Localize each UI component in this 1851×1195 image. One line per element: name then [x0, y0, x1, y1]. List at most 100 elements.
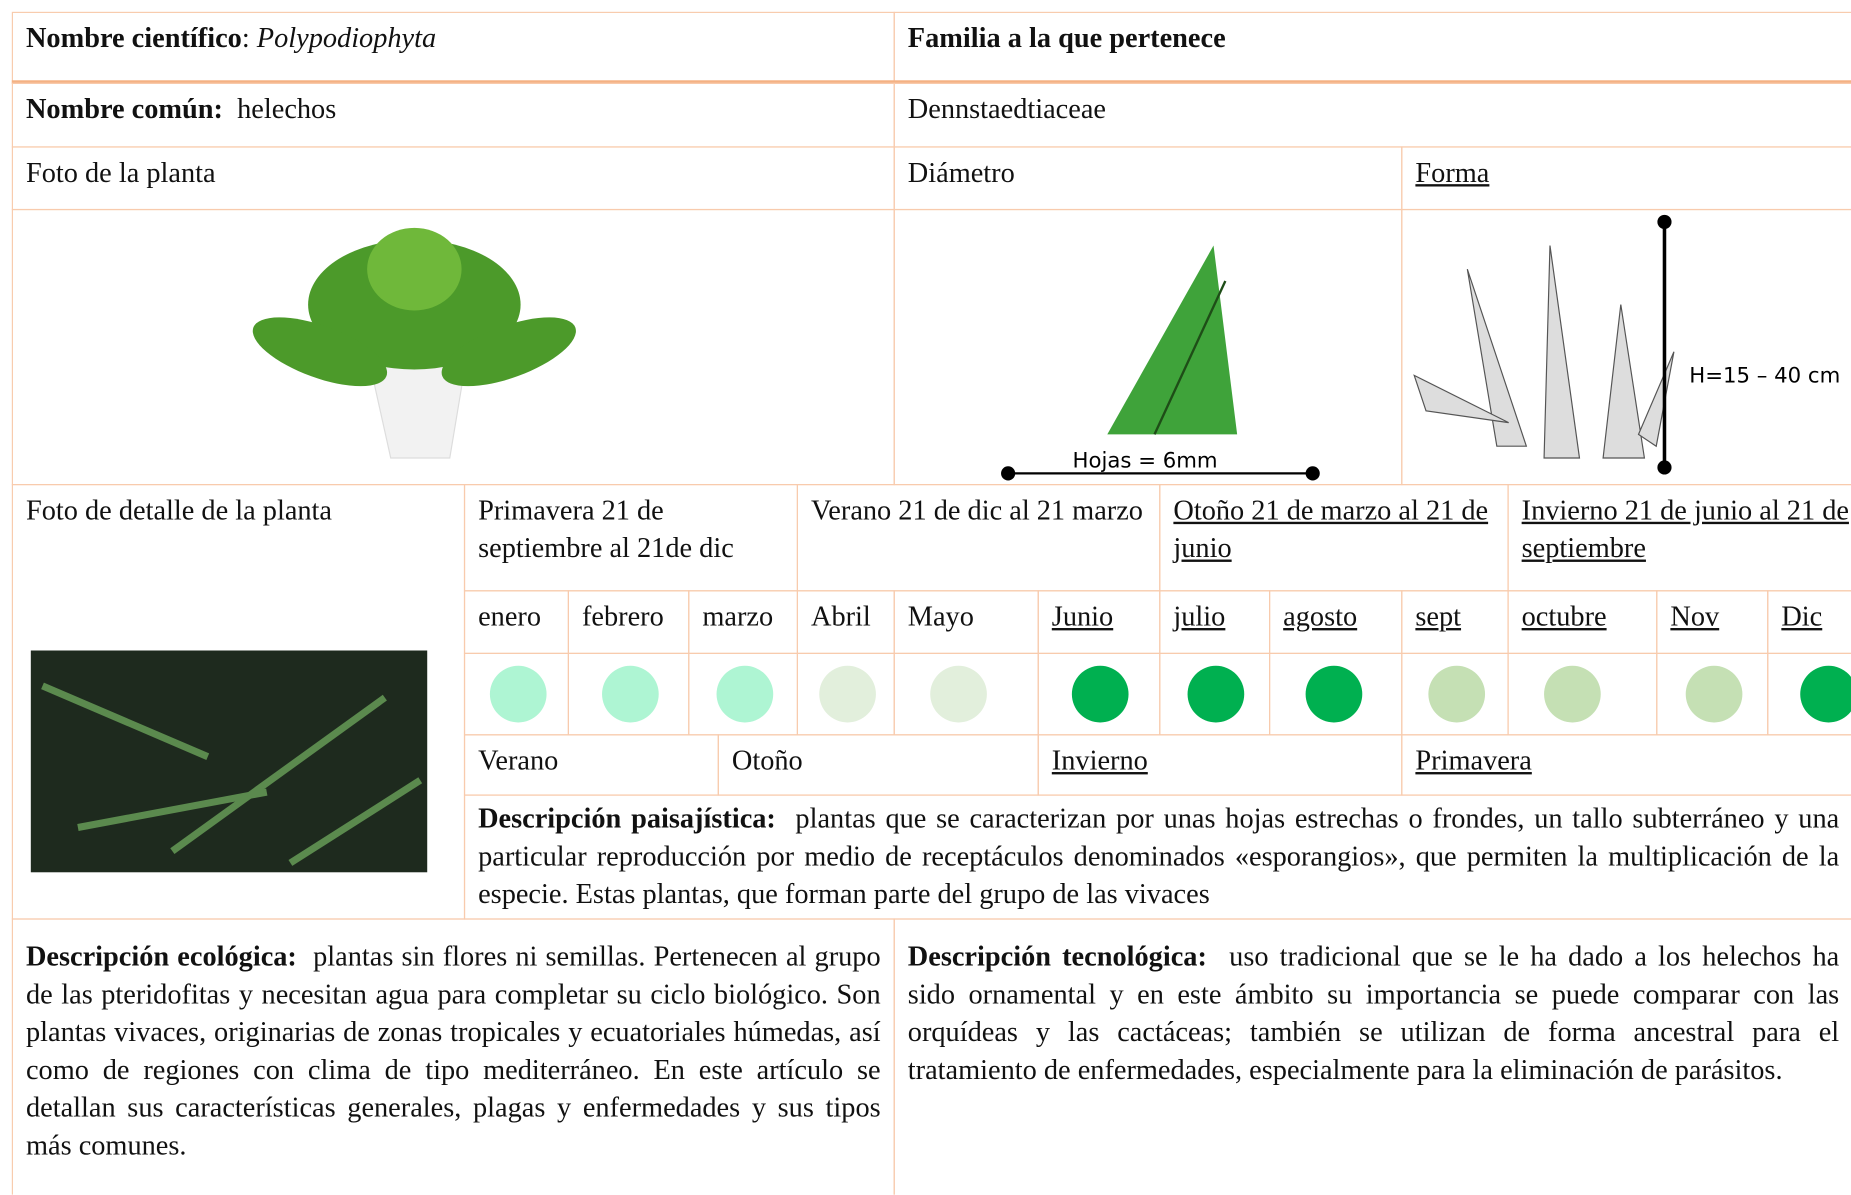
indicator	[1305, 665, 1363, 723]
cell: enero	[463, 590, 569, 654]
cell	[1269, 652, 1403, 736]
month: sept	[1415, 602, 1462, 633]
fern-sketch	[1413, 245, 1675, 459]
cell: Otoño 21 de marzo al 21 de junio	[1159, 483, 1509, 592]
cell: Nombre científico: Polypodiophyta	[11, 11, 895, 84]
measure-end	[1305, 466, 1320, 481]
cell: marzo	[688, 590, 799, 654]
measure-end	[1657, 460, 1672, 475]
cell: Foto de la planta	[11, 146, 895, 211]
cell	[1656, 652, 1769, 736]
indicator	[1685, 665, 1742, 723]
cell: Nombre común: helechos	[11, 82, 895, 148]
label: Descripción paisajística:	[478, 803, 776, 835]
cell: Descripción ecológica: plantas sin flore…	[11, 918, 895, 1195]
indicator	[1427, 665, 1485, 723]
season: Verano 21 de dic al 21 marzo	[810, 495, 1143, 527]
indicator	[818, 665, 876, 723]
cell	[1037, 652, 1161, 736]
cell: Foto de detalle de la planta	[11, 483, 466, 920]
cell: Dennstaedtiaceae	[893, 82, 1851, 148]
annotation: H=15 – 40 cm	[1689, 363, 1840, 388]
label: Foto de la planta	[25, 158, 216, 189]
detail-photo	[30, 650, 428, 873]
label: Descripción ecológica:	[25, 942, 297, 973]
text: uso tradicional que se le ha dado a los …	[907, 942, 1840, 1087]
value: Dennstaedtiaceae	[907, 94, 1106, 126]
season: Verano	[478, 746, 559, 777]
plant-photo	[252, 227, 576, 459]
label: Familia a la que pertenece	[907, 23, 1226, 55]
month: Mayo	[907, 602, 974, 633]
divider	[11, 80, 1851, 84]
cell: Dic	[1767, 590, 1851, 654]
label: Nombre científico	[25, 23, 242, 55]
cell: Otoño	[717, 734, 1039, 796]
cell	[1507, 652, 1658, 736]
season: Invierno	[1051, 746, 1148, 777]
leaf-rib	[1153, 280, 1227, 435]
cell: Nov	[1656, 590, 1769, 654]
cell: febrero	[567, 590, 690, 654]
cell: Verano	[463, 734, 719, 796]
season: Otoño 21 de marzo al 21 de junio	[1173, 495, 1489, 565]
cell	[567, 652, 690, 736]
month: Nov	[1670, 602, 1720, 633]
fronds	[41, 682, 423, 866]
indicator	[930, 665, 987, 723]
indicator	[601, 665, 659, 723]
month: Dic	[1781, 602, 1823, 633]
shape-drawing: H=15 – 40 cm	[1413, 214, 1840, 475]
measure-end	[1001, 466, 1016, 481]
indicator	[1187, 665, 1245, 723]
fronds	[252, 227, 576, 387]
text: plantas que se caracterizan por unas hoj…	[478, 803, 1840, 911]
cell: Verano 21 de dic al 21 marzo	[796, 483, 1161, 592]
cell: Hojas = 6mm	[893, 208, 1403, 486]
month: marzo	[702, 602, 774, 633]
cell	[1401, 652, 1509, 736]
cell: agosto	[1269, 590, 1403, 654]
value: helechos	[237, 94, 337, 126]
month: febrero	[581, 602, 664, 633]
leaf-diagram: Hojas = 6mm	[1001, 245, 1320, 481]
annotation: Hojas = 6mm	[1073, 448, 1218, 473]
label: Forma	[1415, 158, 1490, 189]
month: enero	[478, 602, 542, 633]
cell	[688, 652, 799, 736]
cell: Familia a la que pertenece	[893, 11, 1851, 84]
season: Primavera	[1415, 746, 1532, 777]
month: julio	[1173, 602, 1226, 633]
indicator	[715, 665, 773, 723]
cell: Mayo	[893, 590, 1039, 654]
cell: octubre	[1507, 590, 1658, 654]
month: Junio	[1051, 602, 1114, 633]
leaf	[1107, 245, 1238, 435]
month: Abril	[810, 602, 871, 633]
cell	[1159, 652, 1271, 736]
season: Otoño	[731, 746, 803, 777]
cell: Forma	[1401, 146, 1851, 211]
season: Primavera 21 de septiembre al 21de dic	[478, 495, 734, 565]
cell: Descripción tecnológica: uso tradicional…	[893, 918, 1851, 1195]
cell: Primavera	[1401, 734, 1851, 796]
cell: Diámetro	[893, 146, 1403, 211]
cell: H=15 – 40 cm	[1401, 208, 1851, 486]
label: Nombre común:	[25, 94, 223, 126]
value: Polypodiophyta	[256, 23, 437, 55]
cell: Primavera 21 de septiembre al 21de dic	[463, 483, 799, 592]
indicator	[1799, 665, 1851, 723]
text: plantas sin flores ni semillas. Pertenec…	[25, 942, 881, 1162]
cell: sept	[1401, 590, 1509, 654]
cell: Abril	[796, 590, 895, 654]
cell	[463, 652, 569, 736]
cell	[11, 208, 895, 486]
measure-end	[1657, 214, 1672, 230]
cell	[893, 652, 1039, 736]
cell: Invierno 21 de junio al 21 de septiembre	[1507, 483, 1851, 592]
cell	[1767, 652, 1851, 736]
label: Descripción tecnológica:	[907, 942, 1207, 973]
indicator	[489, 665, 546, 723]
month: agosto	[1283, 602, 1358, 633]
